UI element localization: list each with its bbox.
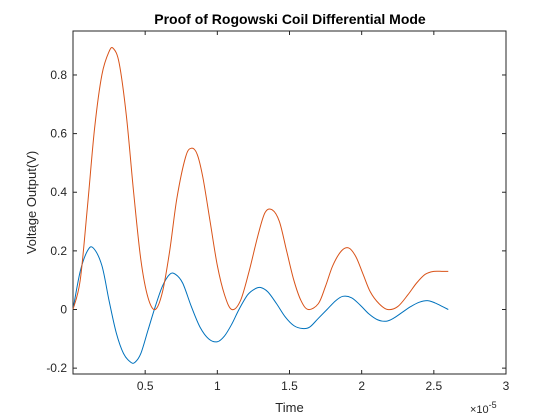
y-tick-label: 0.6 xyxy=(50,127,67,141)
y-axis-label: Voltage Output(V) xyxy=(24,151,39,254)
y-tick-label: -0.2 xyxy=(46,361,67,375)
plot-area: 0.5 1 1.5 2 2.5 3 -0.2 0 0.2 0.4 0.6 0.8 xyxy=(46,30,510,393)
x-axis-ticks: 0.5 1 1.5 2 2.5 3 xyxy=(137,31,510,393)
x-tick-label: 2.5 xyxy=(425,379,442,393)
x-tick-label: 2 xyxy=(358,379,365,393)
x-tick-label: 0.5 xyxy=(137,379,154,393)
x-axis-exponent-base: ×10 xyxy=(470,404,489,416)
y-axis-ticks: -0.2 0 0.2 0.4 0.6 0.8 xyxy=(46,68,506,375)
x-tick-label: 1 xyxy=(214,379,221,393)
x-tick-label: 1.5 xyxy=(281,379,298,393)
chart-title: Proof of Rogowski Coil Differential Mode xyxy=(154,11,426,27)
series-layer xyxy=(72,47,449,364)
x-tick-label: 3 xyxy=(503,379,510,393)
y-tick-label: 0.4 xyxy=(50,185,67,199)
series-1-line xyxy=(72,246,449,364)
y-tick-label: 0 xyxy=(60,303,67,317)
x-axis-label: Time xyxy=(275,400,303,415)
series-2-line xyxy=(72,47,449,311)
y-tick-label: 0.8 xyxy=(50,68,67,82)
x-axis-exponent-power: -5 xyxy=(489,400,497,410)
y-tick-label: 0.2 xyxy=(50,244,67,258)
x-axis-exponent: ×10-5 xyxy=(470,400,497,416)
axes-box xyxy=(72,30,507,375)
